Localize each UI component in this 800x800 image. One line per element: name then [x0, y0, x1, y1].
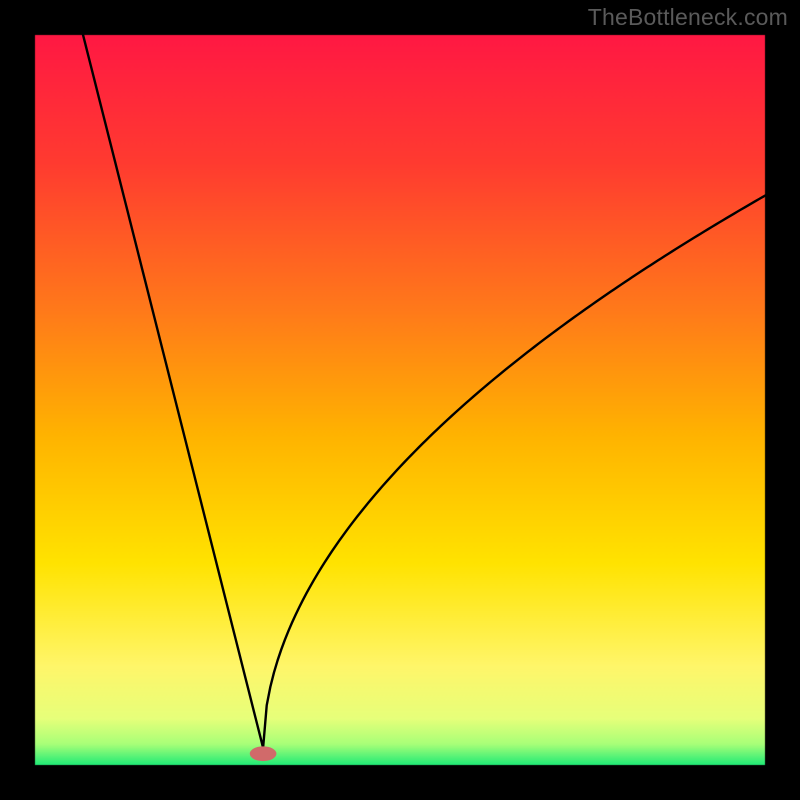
chart-stage: TheBottleneck.com: [0, 0, 800, 800]
chart-background-gradient: [0, 0, 800, 800]
